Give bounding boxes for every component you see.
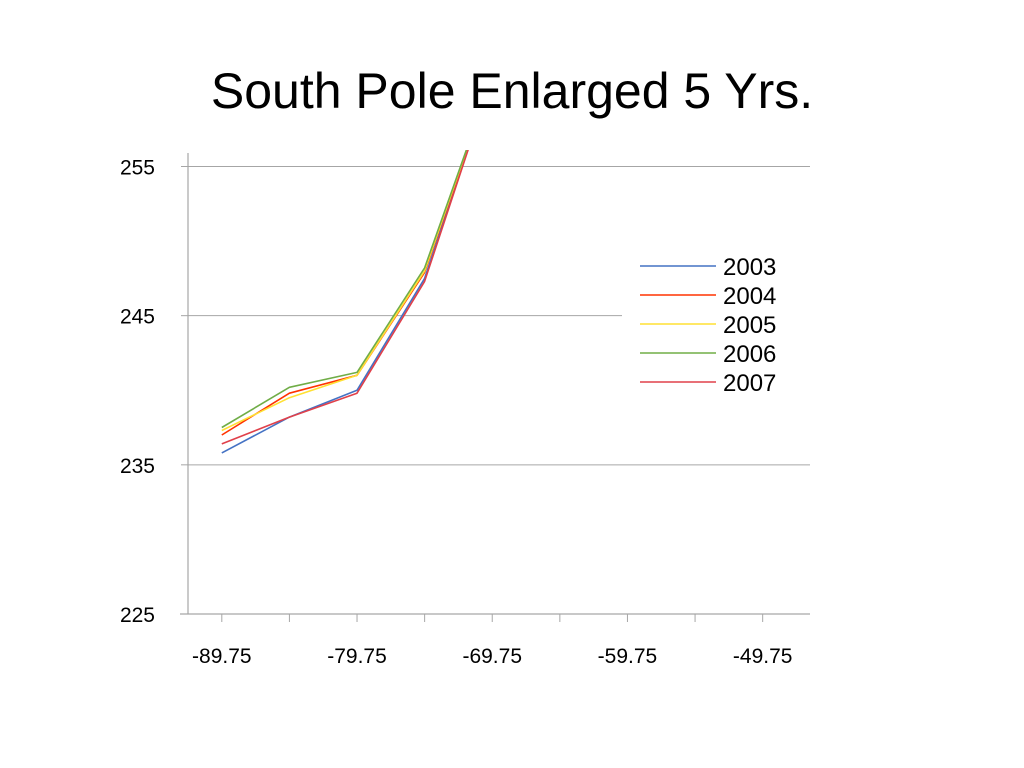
y-tick-label: 245 bbox=[120, 306, 155, 329]
x-tick-label: -69.75 bbox=[462, 645, 522, 668]
y-tick-label: 225 bbox=[120, 604, 155, 627]
legend-label-2006: 2006 bbox=[723, 341, 776, 368]
gridlines bbox=[188, 166, 810, 466]
x-tick-label: -89.75 bbox=[192, 645, 252, 668]
legend-label-2004: 2004 bbox=[723, 283, 776, 310]
series-line-2004 bbox=[221, 150, 468, 436]
series-line-2005 bbox=[221, 150, 468, 432]
y-tick-label: 235 bbox=[120, 455, 155, 478]
series-lines bbox=[221, 150, 469, 454]
x-tick-label: -49.75 bbox=[733, 645, 793, 668]
x-tick-label: -59.75 bbox=[598, 645, 658, 668]
series-line-2007 bbox=[221, 150, 469, 445]
legend-label-2003: 2003 bbox=[723, 254, 776, 281]
series-line-2006 bbox=[221, 150, 468, 429]
series-line-2003 bbox=[221, 150, 469, 454]
axes: 225 235 245 255 -89.75 -79.75 -69.75 -59.75 -49.… bbox=[120, 153, 810, 668]
slide-title: South Pole Enlarged 5 Yrs. bbox=[210, 63, 814, 119]
legend-label-2007: 2007 bbox=[723, 370, 776, 397]
legend-label-2005: 2005 bbox=[723, 312, 776, 339]
y-tick-label: 255 bbox=[120, 157, 155, 180]
x-tick-label: -79.75 bbox=[327, 645, 387, 668]
